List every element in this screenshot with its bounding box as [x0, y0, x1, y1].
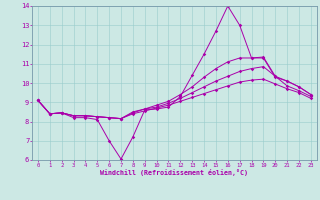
X-axis label: Windchill (Refroidissement éolien,°C): Windchill (Refroidissement éolien,°C) [100, 169, 248, 176]
